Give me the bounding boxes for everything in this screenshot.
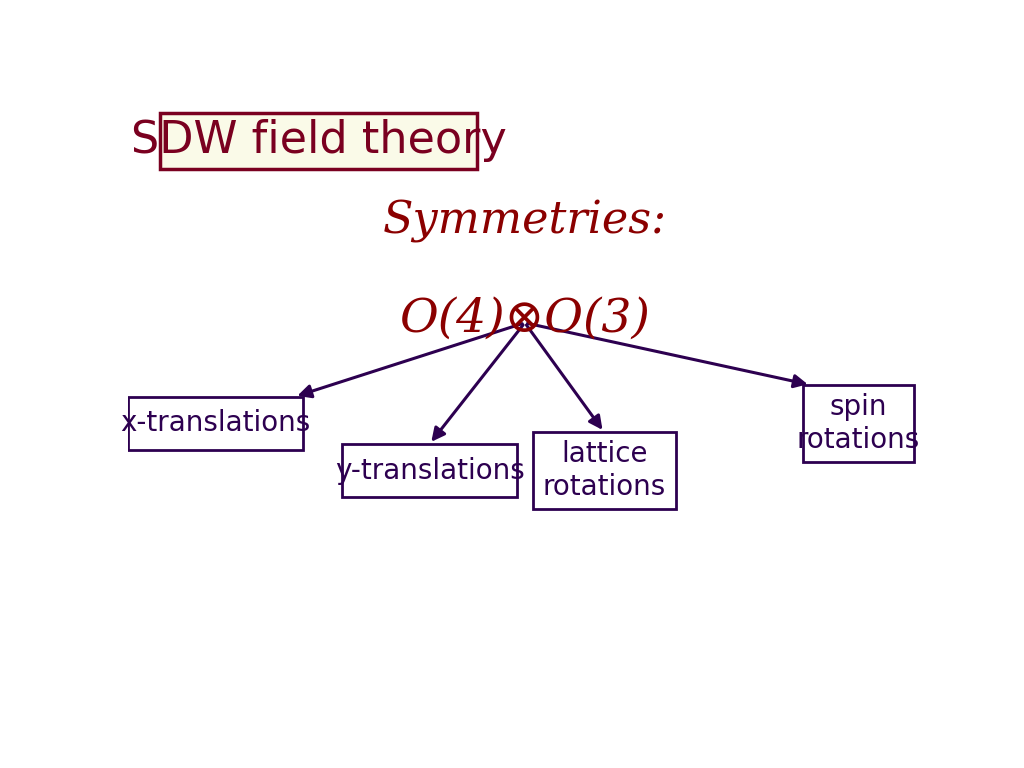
- FancyBboxPatch shape: [160, 113, 477, 169]
- Text: SDW field theory: SDW field theory: [130, 120, 507, 163]
- Text: spin
rotations: spin rotations: [797, 393, 920, 454]
- Text: O(4)⊗O(3): O(4)⊗O(3): [399, 296, 650, 342]
- Text: x-translations: x-translations: [120, 409, 310, 437]
- FancyBboxPatch shape: [803, 385, 913, 462]
- Text: lattice
rotations: lattice rotations: [543, 440, 666, 501]
- Text: y-translations: y-translations: [335, 457, 524, 485]
- FancyBboxPatch shape: [128, 397, 303, 450]
- FancyBboxPatch shape: [342, 444, 517, 497]
- Text: Symmetries:: Symmetries:: [383, 200, 667, 243]
- FancyBboxPatch shape: [532, 432, 676, 509]
